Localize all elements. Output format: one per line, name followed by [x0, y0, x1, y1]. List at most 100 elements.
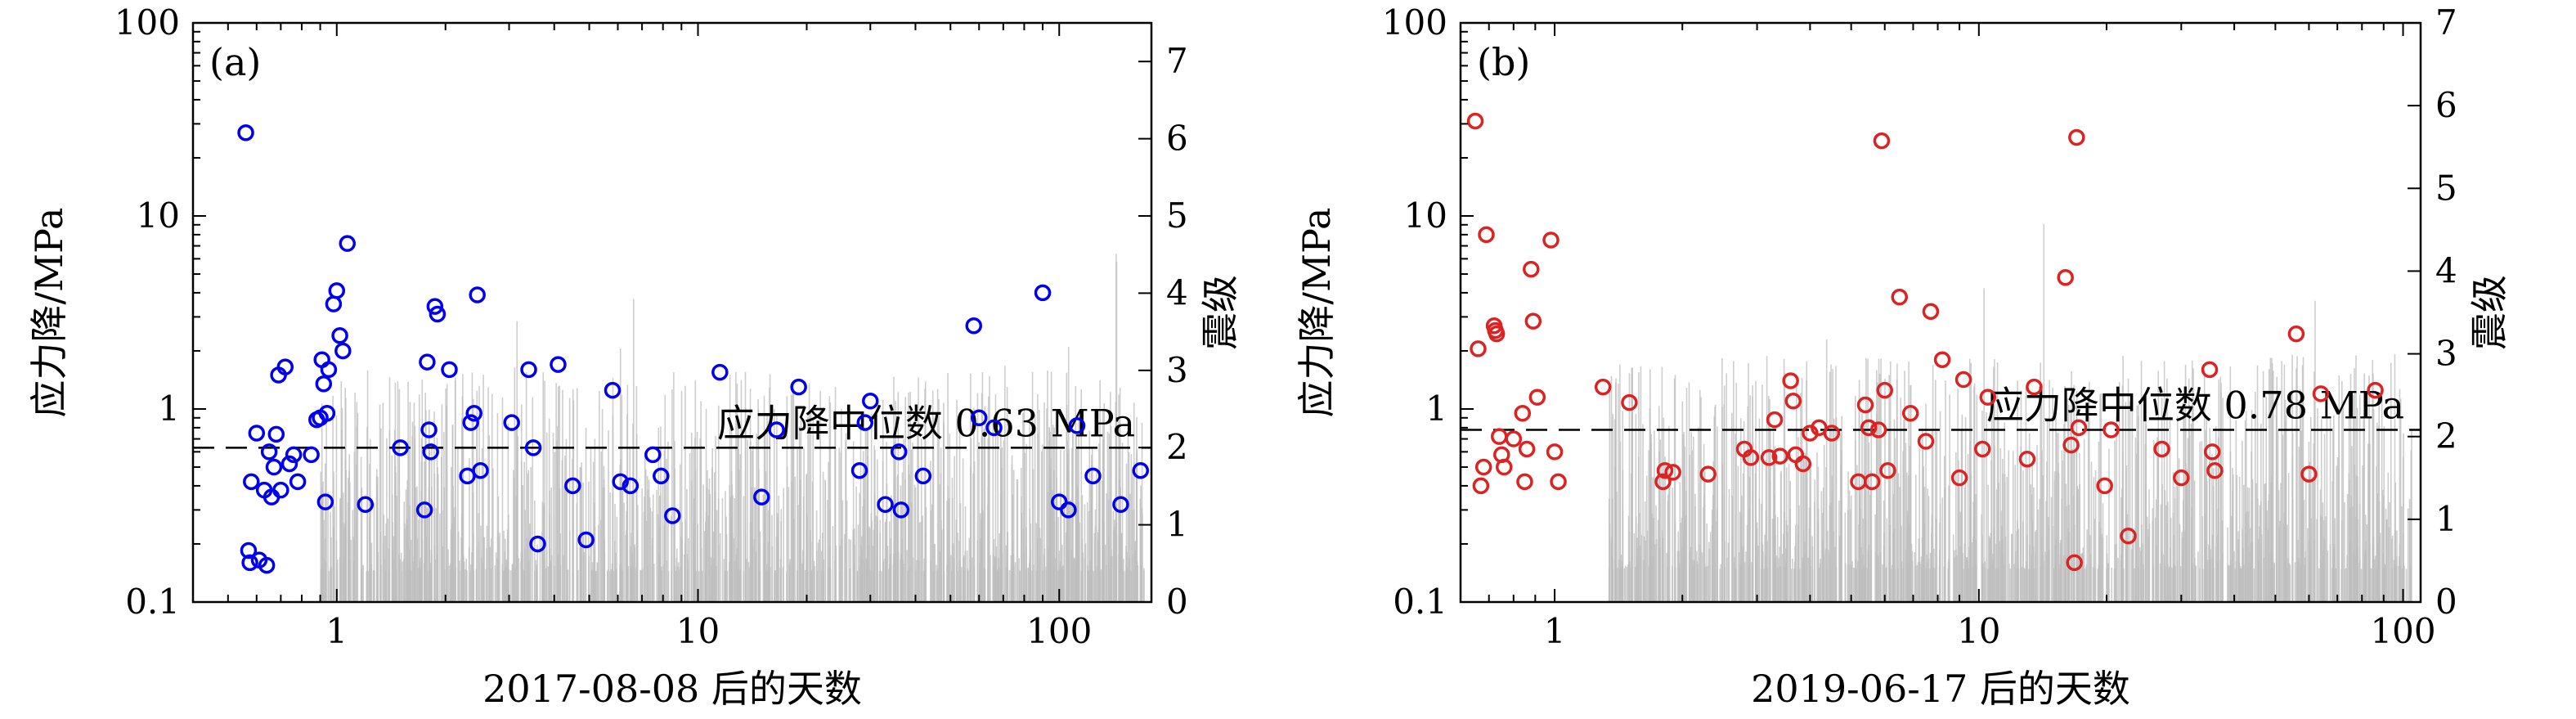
- y2-axis: 0 1 2 3 4 5 6 7 震级: [2408, 2, 2511, 622]
- data-point: [604, 381, 622, 399]
- data-point: [970, 409, 988, 427]
- data-point: [2312, 385, 2330, 402]
- data-point: [1550, 473, 1567, 491]
- data-point: [289, 473, 307, 491]
- x-tick-label: 100: [1026, 611, 1092, 651]
- data-point: [1528, 389, 1546, 406]
- data-point: [1488, 325, 1506, 343]
- data-point: [472, 461, 489, 479]
- data-point: [318, 405, 336, 422]
- data-point: [243, 473, 260, 491]
- data-point: [862, 392, 879, 410]
- data-point: [1656, 461, 1674, 479]
- data-point: [1950, 469, 1968, 487]
- data-point: [877, 496, 894, 514]
- data-point: [2173, 469, 2190, 487]
- median-label: 应力降中位数 0.63 MPa: [717, 401, 1135, 445]
- data-point: [2066, 554, 2083, 572]
- data-point: [1516, 473, 1533, 491]
- data-point: [1699, 465, 1717, 483]
- data-point: [985, 419, 1003, 437]
- data-point: [313, 351, 330, 369]
- data-point: [892, 501, 910, 519]
- data-point: [258, 556, 276, 574]
- data-point: [1856, 396, 1874, 414]
- data-point: [644, 446, 662, 464]
- data-point: [850, 461, 868, 479]
- data-point: [1873, 132, 1891, 150]
- panel-label: (b): [1477, 40, 1530, 84]
- data-point: [768, 421, 785, 438]
- data-point: [1654, 473, 1672, 491]
- data-point: [1518, 440, 1536, 458]
- data-point: [465, 405, 482, 422]
- data-point: [965, 317, 982, 335]
- data-point: [1933, 351, 1951, 369]
- data-point: [622, 477, 640, 495]
- data-point: [415, 501, 433, 519]
- data-point: [429, 305, 447, 323]
- y2-tick-label: 3: [1166, 350, 1188, 390]
- data-point: [1132, 461, 1150, 479]
- y2-tick-label: 3: [2435, 334, 2457, 374]
- x-axis: 1 10 100 2017-08-08 后的天数: [192, 23, 1092, 711]
- data-point: [1863, 473, 1881, 491]
- y-axis-title: 应力降/MPa: [1295, 208, 1339, 418]
- magnitude-background-series: [1608, 223, 2412, 602]
- data-point: [272, 481, 289, 499]
- data-point: [1823, 425, 1841, 442]
- y2-tick-label: 1: [1166, 505, 1188, 545]
- y2-tick-label: 1: [2435, 499, 2457, 539]
- data-point: [711, 363, 729, 381]
- data-point: [564, 477, 581, 495]
- data-point: [339, 235, 357, 252]
- data-point: [1664, 464, 1681, 481]
- data-point: [2057, 268, 2074, 286]
- data-point: [276, 358, 294, 375]
- x-tick-label: 10: [1957, 611, 2000, 651]
- data-point: [280, 455, 298, 473]
- magnitude-background-series: [320, 254, 1145, 602]
- y2-tick-label: 0: [2435, 582, 2457, 622]
- data-point: [1060, 501, 1077, 519]
- data-point: [1869, 421, 1887, 438]
- stress-drop-points: [237, 124, 1150, 574]
- data-point: [1466, 112, 1484, 130]
- data-point: [1496, 458, 1513, 476]
- data-point: [2120, 527, 2137, 545]
- data-point: [2096, 477, 2113, 495]
- data-point: [1034, 284, 1052, 302]
- panel-label: (a): [209, 40, 261, 84]
- x-tick-label: 1: [325, 611, 348, 651]
- data-point: [1542, 231, 1560, 249]
- data-point: [1850, 473, 1867, 491]
- data-point: [1784, 392, 1802, 410]
- data-point: [248, 425, 266, 442]
- data-point: [1782, 372, 1799, 389]
- data-point: [1876, 381, 1893, 399]
- data-point: [577, 531, 595, 549]
- y2-tick-label: 6: [1166, 119, 1188, 159]
- y2-tick-label: 5: [2435, 168, 2457, 208]
- data-point: [1546, 443, 1564, 461]
- data-point: [1922, 303, 1940, 321]
- y2-tick-label: 7: [1166, 41, 1188, 81]
- data-point: [2300, 465, 2318, 483]
- data-point: [469, 286, 486, 303]
- data-point: [462, 414, 479, 431]
- y2-tick-label: 5: [1166, 195, 1188, 236]
- data-point: [237, 124, 254, 142]
- data-point: [260, 443, 278, 461]
- data-point: [2206, 461, 2224, 479]
- y2-tick-label: 2: [2435, 416, 2457, 456]
- y-axis: 0.1 1 10 100 应力降/MPa: [27, 2, 206, 622]
- data-point: [1760, 449, 1778, 466]
- x-axis-title: 2019-06-17 后的天数: [1751, 667, 2130, 711]
- y-tick-label: 100: [114, 2, 180, 43]
- data-point: [1742, 449, 1760, 466]
- data-point: [1084, 467, 1102, 485]
- y2-tick-label: 4: [2435, 250, 2457, 290]
- y2-tick-label: 0: [1166, 582, 1188, 622]
